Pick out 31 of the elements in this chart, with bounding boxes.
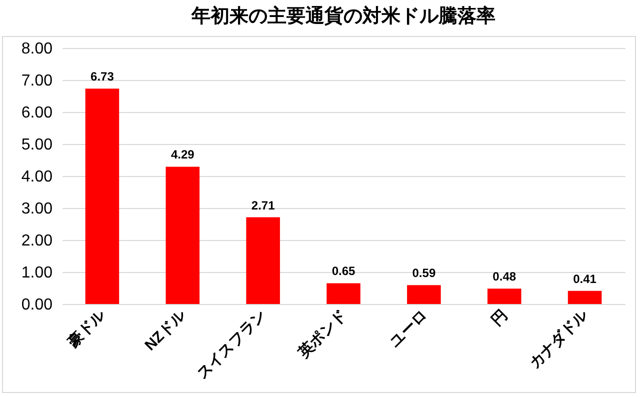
bar [246,217,280,304]
y-tick-label: 1.00 [21,264,53,282]
data-label: 0.59 [412,266,436,280]
data-label: 6.73 [90,70,114,84]
data-label: 4.29 [170,148,195,162]
data-label: 0.65 [332,264,356,278]
bar [326,283,360,304]
x-tick-label: 円 [488,306,511,330]
y-tick-label: 3.00 [21,200,53,218]
x-tick-label: スイスフラン [194,306,270,383]
bar [487,288,522,304]
y-tick-label: 2.00 [21,232,53,250]
chart-title: 年初来の主要通貨の対米ドル騰落率 [190,5,496,27]
data-label: 0.41 [573,272,597,286]
x-tick-label: 英ポンド [294,306,350,362]
y-tick-label: 4.00 [21,168,53,186]
y-tick-label: 5.00 [21,136,53,154]
y-tick-label: 0.00 [21,296,53,314]
y-tick-label: 8.00 [21,40,53,58]
y-tick-label: 7.00 [21,72,53,90]
x-tick-label: カナダドル [526,306,592,372]
x-tick-label: 豪ドル [64,306,110,352]
bar [166,166,200,304]
x-tick-label: ユーロ [386,306,430,351]
y-tick-label: 6.00 [21,104,53,122]
data-label: 2.71 [251,198,276,212]
x-tick-label: NZドル [142,306,190,354]
data-label: 0.48 [492,270,516,284]
bar [407,285,441,304]
bar [568,290,602,304]
bar [85,88,120,304]
